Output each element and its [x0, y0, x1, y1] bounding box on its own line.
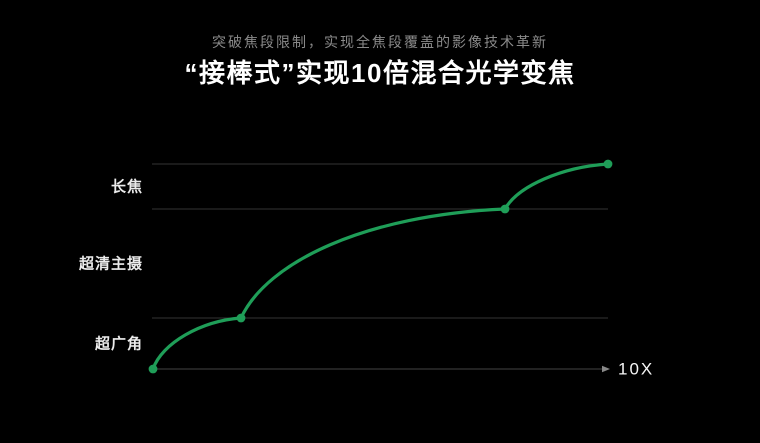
y-tick-label-main-camera: 超清主摄	[78, 255, 143, 272]
slide-subtitle: 突破焦段限制，实现全焦段覆盖的影像技术革新	[212, 34, 548, 50]
zoom-relay-curve	[151, 162, 610, 371]
handoff-point	[603, 159, 613, 169]
handoff-point	[148, 364, 158, 374]
x-axis-max-label: 10X	[618, 359, 655, 379]
handoff-point	[236, 313, 246, 323]
y-tick-label-ultrawide: 超广角	[94, 335, 143, 352]
y-tick-label-telephoto: 长焦	[110, 178, 143, 195]
handoff-point	[500, 204, 510, 214]
slide-title: “接棒式”实现10倍混合光学变焦	[184, 58, 576, 88]
x-axis-arrow-icon	[602, 365, 610, 373]
